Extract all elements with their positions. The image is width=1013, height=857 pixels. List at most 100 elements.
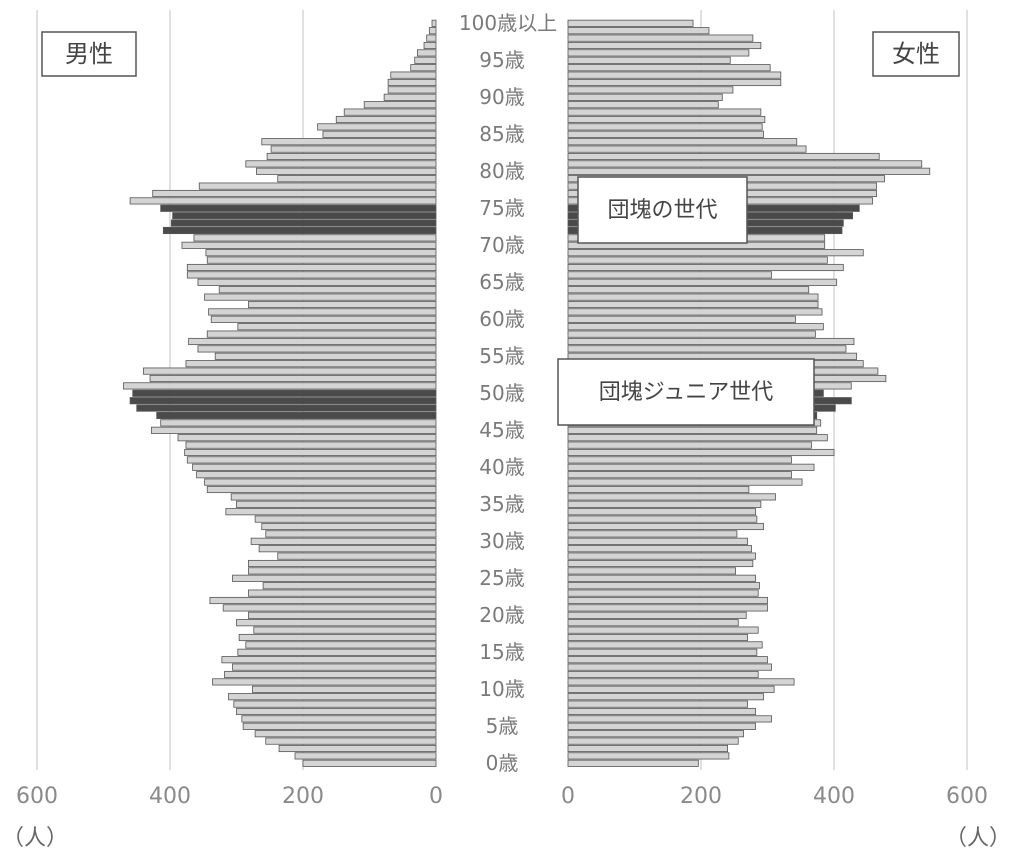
female-bar: [567, 308, 823, 316]
age-label: 45歳: [479, 418, 524, 442]
female-bar: [567, 715, 772, 723]
male-bar: [423, 41, 437, 50]
male-bar: [277, 175, 437, 183]
male-bar: [261, 522, 437, 531]
age-label: 40歳: [479, 455, 524, 479]
male-bar: [198, 182, 437, 190]
male-bar: [181, 241, 437, 249]
female-bar: [567, 115, 766, 124]
female-bar: [567, 759, 699, 767]
male-bar: [212, 678, 437, 686]
female-bar: [567, 138, 798, 146]
male-bar: [317, 123, 437, 131]
male-bar: [245, 641, 437, 649]
age-label: 35歳: [479, 492, 524, 516]
male-bar: [197, 345, 437, 353]
male-bar: [428, 27, 437, 35]
age-label: 60歳: [479, 307, 524, 331]
male-bar: [156, 411, 437, 420]
male-bar: [245, 160, 437, 168]
male-bar: [248, 611, 437, 619]
male-bar: [237, 648, 437, 656]
female-bar: [567, 263, 844, 272]
male-bar: [258, 545, 437, 553]
age-label: 80歳: [479, 159, 524, 183]
male-label-frame: [41, 31, 137, 77]
male-bar: [233, 700, 437, 708]
female-bar: [567, 619, 739, 627]
male-bar: [232, 663, 437, 671]
male-bar: [150, 426, 437, 434]
male-bar: [265, 737, 437, 745]
female-bar: [567, 670, 759, 679]
male-bar: [431, 19, 437, 27]
male-bar: [236, 500, 437, 508]
male-label: 男性: [65, 40, 113, 68]
male-bar: [214, 352, 437, 360]
male-bar: [230, 493, 437, 501]
male-bar: [387, 86, 437, 94]
female-bar: [567, 730, 744, 738]
male-bar: [270, 145, 437, 153]
dankai-annotation-frame: [577, 176, 748, 244]
x-tick-right: 400: [813, 784, 855, 809]
male-bar: [256, 167, 437, 175]
male-bar: [248, 589, 437, 597]
female-bar: [567, 286, 810, 294]
male-bar: [252, 685, 437, 693]
x-tick-left: 0: [429, 784, 443, 809]
female-bar: [567, 300, 819, 309]
male-bar: [387, 78, 437, 87]
male-bar: [160, 204, 437, 212]
male-bar: [162, 226, 437, 235]
male-bar: [335, 115, 437, 124]
unit-label-left: （人）: [2, 826, 68, 851]
male-bar: [149, 374, 437, 383]
age-label: 90歳: [479, 85, 524, 109]
female-bar: [567, 123, 763, 131]
male-bar: [160, 419, 437, 427]
male-bar: [206, 485, 437, 494]
female-bar: [567, 552, 756, 560]
male-bar: [129, 197, 437, 205]
male-bar: [186, 271, 437, 279]
female-bar: [567, 485, 750, 494]
male-bar: [209, 596, 437, 605]
female-bar: [567, 278, 838, 286]
female-bar: [567, 101, 719, 109]
female-bar: [567, 752, 730, 760]
female-bar: [567, 463, 815, 471]
male-bar: [261, 138, 437, 146]
male-bar: [248, 300, 437, 309]
male-bar: [205, 249, 437, 257]
female-bar: [567, 648, 758, 656]
female-bar: [567, 145, 807, 153]
female-bar: [567, 56, 731, 64]
male-bar: [232, 574, 437, 582]
male-bar: [363, 101, 437, 109]
x-tick-right: 0: [561, 784, 575, 809]
female-bar: [567, 737, 739, 745]
female-bar: [567, 707, 756, 716]
female-bar: [567, 537, 748, 545]
male-bar: [184, 448, 437, 457]
age-labels: 0歳 5歳 10歳 15歳 20歳 25歳 30歳 35歳 40歳 45歳 50歳 55歳 60歳 65歳…: [459, 11, 557, 775]
female-bar: [567, 589, 759, 597]
female-bar: [567, 49, 750, 57]
male-bar: [254, 515, 437, 523]
male-bar: [343, 108, 437, 116]
male-bar: [192, 463, 437, 471]
male-bar: [204, 293, 437, 301]
female-bar: [567, 456, 792, 464]
age-label: 5歳: [486, 714, 519, 738]
x-tick-right: 200: [680, 784, 722, 809]
female-bar: [567, 130, 764, 138]
age-label: 65歳: [479, 270, 524, 294]
male-bar: [218, 286, 437, 294]
male-bar: [242, 722, 437, 730]
male-bar: [172, 212, 437, 220]
male-bar: [185, 360, 437, 368]
male-bar: [241, 715, 437, 723]
